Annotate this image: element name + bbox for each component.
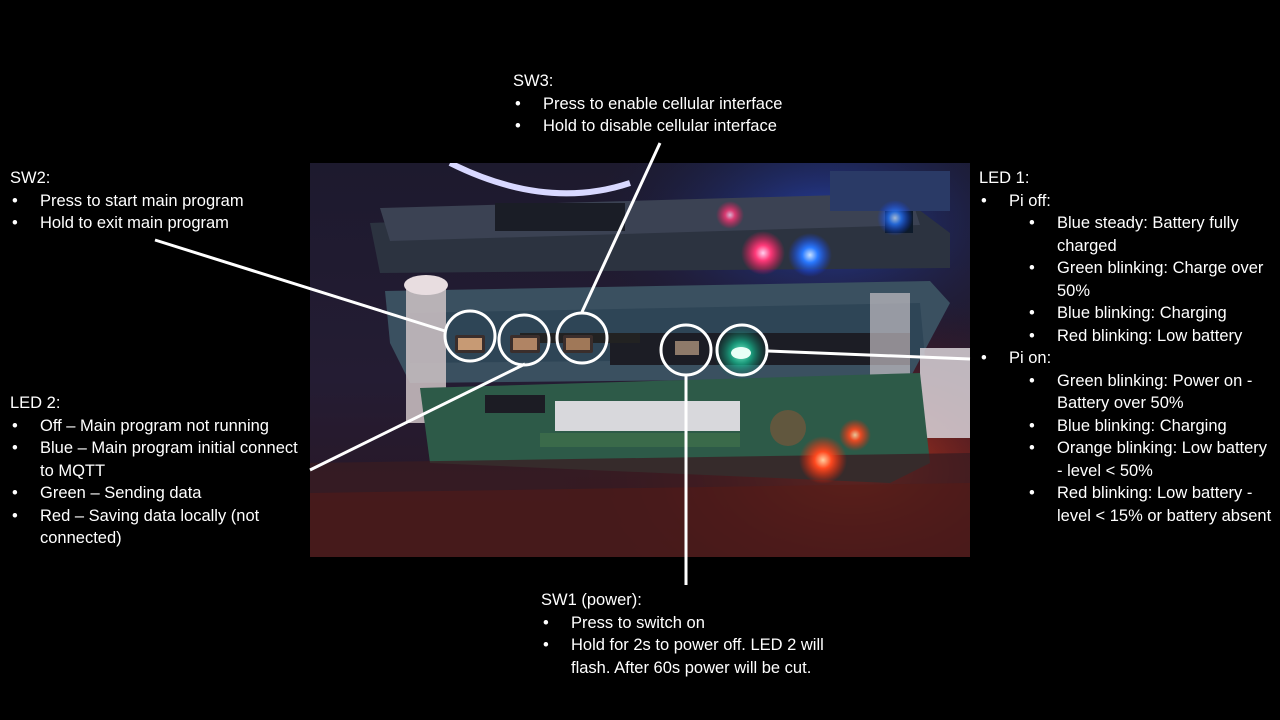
sw1-item: Hold for 2s to power off. LED 2 will fla… [541,634,841,679]
sw2-list: Press to start main program Hold to exit… [10,190,300,235]
led1-item: Blue blinking: Charging [979,302,1277,325]
led1-item: Red blinking: Low battery - level < 15% … [979,482,1277,527]
led2-item: Red – Saving data locally (not connected… [10,505,300,550]
led1-item: Red blinking: Low battery [979,325,1277,348]
led1-group-label: Pi off: [979,190,1277,213]
led1-annotation: LED 1: Pi off: Blue steady: Battery full… [979,167,1277,527]
led1-item: Blue blinking: Charging [979,415,1277,438]
led1-item: Orange blinking: Low battery - level < 5… [979,437,1277,482]
sw3-item: Press to enable cellular interface [513,93,843,116]
sw3-item: Hold to disable cellular interface [513,115,843,138]
sw2-annotation: SW2: Press to start main program Hold to… [10,167,300,235]
led2-title: LED 2: [10,394,61,412]
sw2-item: Hold to exit main program [10,212,300,235]
led1-title: LED 1: [979,169,1030,187]
sw2-title: SW2: [10,169,51,187]
led1-list: Pi off: Blue steady: Battery fully charg… [979,190,1277,528]
board-photo-illustration [310,163,970,557]
sw1-annotation: SW1 (power): Press to switch on Hold for… [541,589,841,679]
sw3-title: SW3: [513,72,554,90]
sw3-annotation: SW3: Press to enable cellular interface … [513,70,843,138]
sw1-title: SW1 (power): [541,591,642,609]
sw3-list: Press to enable cellular interface Hold … [513,93,843,138]
board-photo [310,163,970,557]
led1-item: Blue steady: Battery fully charged [979,212,1277,257]
led2-item: Blue – Main program initial connect to M… [10,437,300,482]
led1-item: Green blinking: Charge over 50% [979,257,1277,302]
sw1-item: Press to switch on [541,612,841,635]
led2-annotation: LED 2: Off – Main program not running Bl… [10,392,300,550]
led2-list: Off – Main program not running Blue – Ma… [10,415,300,550]
led1-item: Green blinking: Power on - Battery over … [979,370,1277,415]
sw2-item: Press to start main program [10,190,300,213]
led2-item: Green – Sending data [10,482,300,505]
led2-item: Off – Main program not running [10,415,300,438]
led1-group-label: Pi on: [979,347,1277,370]
sw1-list: Press to switch on Hold for 2s to power … [541,612,841,680]
